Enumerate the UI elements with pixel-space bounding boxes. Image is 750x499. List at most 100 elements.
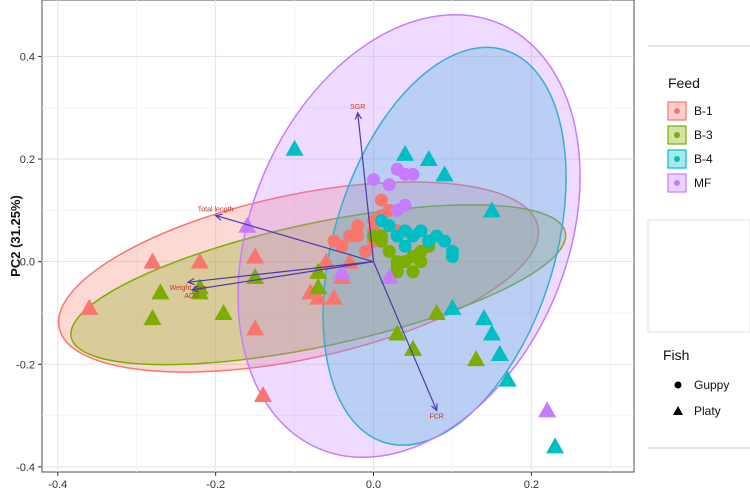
point-b-3-platy [214, 303, 233, 320]
point-b-1-platy [190, 252, 209, 269]
point-b-4-guppy [398, 239, 412, 253]
y-tick-label: -0.2 [16, 359, 35, 371]
point-b-3-platy [151, 283, 170, 300]
fish-legend-label: Guppy [694, 378, 729, 392]
point-b-4-platy [498, 370, 517, 387]
point-mf-platy [538, 401, 557, 418]
point-b-1-platy [143, 252, 162, 269]
y-tick-label: -0.4 [16, 462, 35, 474]
y-tick-label: 0.4 [20, 51, 35, 63]
point-b-1-platy [246, 319, 265, 336]
point-b-1-platy [325, 288, 344, 305]
loading-arrow [215, 214, 374, 263]
point-b-4-platy [546, 437, 565, 454]
point-b-1-platy [309, 288, 328, 305]
point-b-3-platy [427, 303, 446, 320]
point-b-3-guppy [382, 244, 396, 258]
loading-arrow [187, 261, 374, 283]
loading-arrow-head [431, 403, 438, 412]
y-axis: 0.4 0.2 0.0 -0.2 -0.4 [16, 51, 42, 474]
point-b-4-platy [435, 165, 454, 182]
point-mf-platy [380, 268, 399, 285]
feed-legend-entries: B-1 B-3 B-4 MF [667, 101, 713, 193]
fish-legend-triangle [673, 406, 683, 415]
legend: Feed B-1 B-3 B-4 MF Fish Guppy Platy [647, 45, 750, 449]
point-mf-guppy [382, 178, 396, 192]
point-b-3-platy [403, 339, 422, 356]
point-b-3-platy [190, 283, 209, 300]
feed-legend-title: Feed [668, 75, 700, 91]
fish-legend-title: Fish [663, 347, 689, 363]
fish-legend-entries: Guppy Platy [673, 378, 729, 418]
point-b-1-guppy [351, 229, 365, 243]
point-b-4-platy [490, 345, 509, 361]
point-b-3-platy [246, 268, 265, 285]
feed-legend-label: B-3 [694, 128, 713, 142]
point-b-3-guppy [390, 265, 404, 279]
feed-legend-label: B-1 [694, 104, 713, 118]
point-b-1-guppy [351, 219, 365, 233]
feed-legend-dot [674, 108, 680, 114]
loading-arrow [191, 261, 374, 291]
loading-arrow-head [186, 277, 195, 286]
point-mf-guppy [406, 167, 420, 181]
fish-legend-circle [674, 381, 682, 389]
loading-label: FCR [429, 413, 443, 420]
point-b-1-platy [246, 247, 265, 264]
loading-arrow-head [354, 111, 362, 120]
feed-legend-label: B-4 [694, 152, 713, 166]
point-mf-platy [332, 262, 351, 279]
point-b-4-platy [419, 150, 438, 167]
point-b-3-platy [143, 309, 162, 326]
legend-box-outline [647, 219, 750, 333]
x-tick-label: 0.2 [524, 479, 539, 491]
x-axis: -0.4 -0.2 0.0 0.2 [48, 472, 539, 491]
point-b-4-guppy [438, 234, 452, 248]
point-b-4-platy [475, 309, 494, 326]
point-mf-guppy [367, 173, 381, 187]
point-b-1-guppy [374, 193, 388, 207]
fish-legend-label: Platy [694, 404, 721, 418]
data-points [80, 139, 565, 454]
point-b-1-platy [254, 386, 273, 403]
feed-legend-dot [674, 180, 680, 186]
loading-arrow-head [214, 213, 223, 221]
point-b-3-platy [309, 262, 328, 279]
point-b-4-guppy [445, 250, 459, 264]
point-b-4-guppy [414, 224, 428, 238]
loading-label: Weight gain [170, 285, 207, 292]
point-mf-guppy [398, 198, 412, 212]
y-tick-label: 0.2 [20, 154, 35, 166]
point-b-4-platy [285, 139, 304, 156]
loading-label: ADG [184, 293, 199, 300]
point-b-4-platy [443, 298, 462, 315]
loading-arrow-head [190, 285, 199, 293]
feed-legend-dot [674, 132, 680, 138]
point-b-3-platy [388, 324, 407, 341]
feed-legend-label: MF [694, 176, 711, 190]
point-b-1-guppy [335, 239, 349, 253]
y-tick-label: 0.0 [20, 257, 35, 269]
point-b-3-guppy [374, 234, 388, 248]
point-b-3-platy [467, 350, 486, 367]
feed-legend-dot [674, 156, 680, 162]
point-b-1-guppy [359, 244, 373, 258]
point-b-3-platy [309, 278, 328, 295]
point-b-3-guppy [406, 265, 420, 279]
x-tick-label: 0.0 [366, 479, 381, 491]
point-b-4-platy [482, 324, 501, 341]
loading-label: Total length [198, 206, 234, 213]
loading-label: SGR [350, 104, 365, 111]
point-b-4-guppy [382, 219, 396, 233]
x-tick-label: -0.4 [48, 479, 67, 491]
point-b-1-platy [80, 298, 99, 315]
point-b-4-platy [396, 144, 415, 161]
loading-arrow [357, 112, 375, 262]
loading-arrow [372, 261, 438, 411]
point-b-3-guppy [414, 255, 428, 269]
point-b-1-platy [317, 252, 336, 269]
feed-legend-panel [648, 70, 750, 220]
